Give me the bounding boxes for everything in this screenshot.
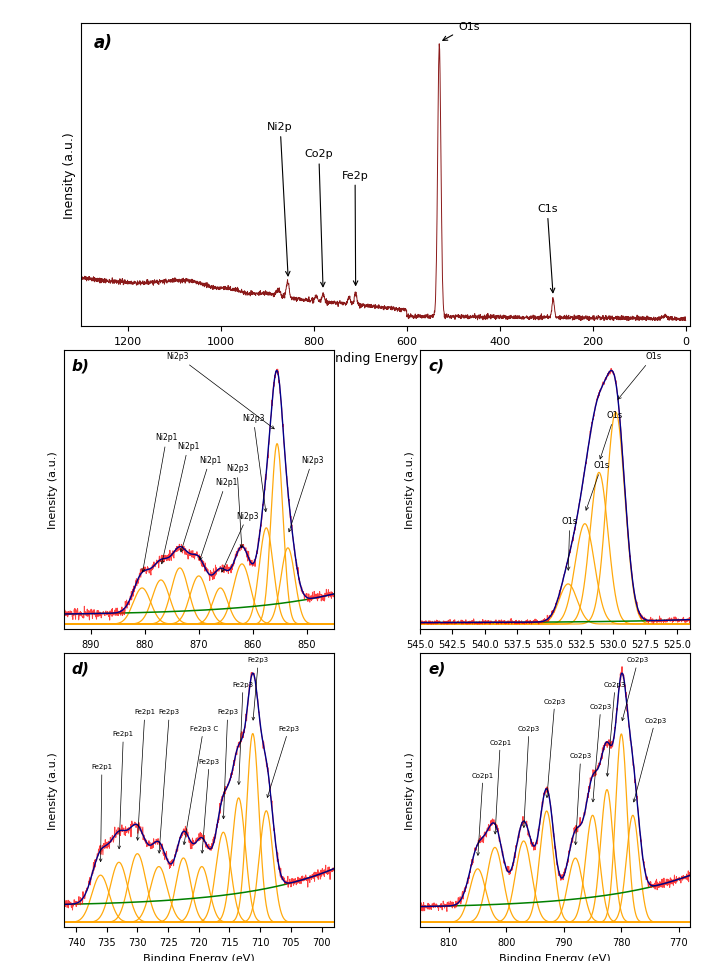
Text: Co2p3: Co2p3 bbox=[633, 717, 666, 802]
X-axis label: Binding Energy (eV): Binding Energy (eV) bbox=[499, 952, 611, 961]
X-axis label: Binding Energy (eV): Binding Energy (eV) bbox=[143, 952, 255, 961]
Text: O1s: O1s bbox=[618, 352, 661, 400]
Text: Fe2p3: Fe2p3 bbox=[248, 656, 269, 721]
Text: Ni2p1: Ni2p1 bbox=[161, 441, 200, 564]
Text: a): a) bbox=[93, 35, 113, 52]
Text: Co2p: Co2p bbox=[304, 149, 333, 287]
Text: e): e) bbox=[428, 660, 446, 676]
Text: d): d) bbox=[72, 660, 90, 676]
Text: Fe2p1: Fe2p1 bbox=[135, 709, 156, 840]
Text: Ni2p3: Ni2p3 bbox=[288, 456, 324, 532]
Text: Co2p1: Co2p1 bbox=[472, 772, 494, 855]
Text: O1s: O1s bbox=[600, 410, 623, 459]
Text: C1s: C1s bbox=[537, 204, 557, 293]
Text: c): c) bbox=[428, 358, 445, 373]
Text: Fe2p3: Fe2p3 bbox=[232, 681, 253, 784]
X-axis label: Binding Energy (eV): Binding Energy (eV) bbox=[324, 352, 448, 365]
Text: Fe2p1: Fe2p1 bbox=[113, 730, 134, 849]
Text: Co2p3: Co2p3 bbox=[570, 752, 592, 845]
Text: O1s: O1s bbox=[586, 461, 610, 510]
Text: Co2p1: Co2p1 bbox=[489, 739, 511, 834]
Text: Co2p3: Co2p3 bbox=[544, 698, 566, 798]
Text: O1s: O1s bbox=[442, 22, 479, 41]
X-axis label: Binding Energy (eV): Binding Energy (eV) bbox=[499, 654, 611, 665]
Text: Ni2p1: Ni2p1 bbox=[200, 478, 237, 560]
Text: Ni2p3: Ni2p3 bbox=[222, 511, 259, 573]
Y-axis label: Inensity (a.u.): Inensity (a.u.) bbox=[48, 452, 58, 529]
Text: Fe2p3: Fe2p3 bbox=[267, 726, 299, 798]
Text: Ni2p1: Ni2p1 bbox=[142, 433, 178, 572]
Y-axis label: Inensity (a.u.): Inensity (a.u.) bbox=[405, 752, 415, 829]
Text: Ni2p1: Ni2p1 bbox=[181, 456, 221, 553]
Text: Ni2p3: Ni2p3 bbox=[226, 463, 249, 548]
Text: Ni2p: Ni2p bbox=[268, 122, 293, 277]
Y-axis label: Inensity (a.u.): Inensity (a.u.) bbox=[405, 452, 415, 529]
Text: O1s: O1s bbox=[561, 517, 578, 571]
X-axis label: Binding Energy (eV): Binding Energy (eV) bbox=[143, 654, 255, 665]
Text: Co2p3: Co2p3 bbox=[518, 726, 540, 827]
Text: b): b) bbox=[72, 358, 90, 373]
Text: Fe2p3: Fe2p3 bbox=[199, 758, 220, 853]
Text: Fe2p1: Fe2p1 bbox=[91, 764, 113, 862]
Text: Ni2p3: Ni2p3 bbox=[166, 352, 274, 430]
Text: Ni2p3: Ni2p3 bbox=[242, 413, 267, 512]
Text: Co2p3: Co2p3 bbox=[590, 703, 612, 802]
Text: Co2p3: Co2p3 bbox=[622, 656, 649, 721]
Text: Fe2p3: Fe2p3 bbox=[217, 709, 239, 819]
Text: Fe2p3 C: Fe2p3 C bbox=[183, 726, 217, 845]
Y-axis label: Inensity (a.u.): Inensity (a.u.) bbox=[48, 752, 58, 829]
Text: Fe2p3: Fe2p3 bbox=[158, 709, 180, 853]
Y-axis label: Inensity (a.u.): Inensity (a.u.) bbox=[63, 132, 76, 219]
Text: Fe2p: Fe2p bbox=[342, 170, 368, 286]
Text: Co2p3: Co2p3 bbox=[604, 681, 627, 776]
